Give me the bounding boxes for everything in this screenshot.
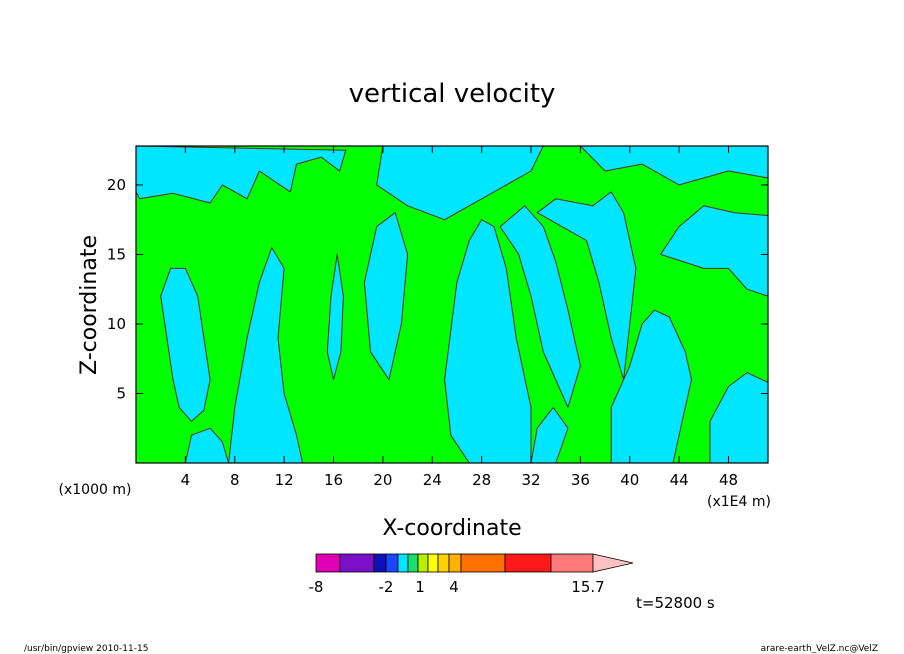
y-tick-label: 5 bbox=[116, 384, 126, 402]
y-axis-label: Z-coordinate bbox=[77, 235, 102, 375]
colorbar-arrow bbox=[592, 553, 634, 573]
y-axis-ticks: 5 10 15 20 bbox=[107, 176, 768, 402]
colorbar-swatch bbox=[504, 553, 552, 573]
x-axis-ticks: 4 8 12 16 20 24 28 32 36 40 44 48 bbox=[181, 146, 738, 489]
y-tick-label: 15 bbox=[107, 245, 126, 263]
contour-region-4 bbox=[228, 247, 304, 464]
footer-right-text: arare-earth_VelZ.nc@VelZ bbox=[761, 644, 878, 654]
contour-region-5 bbox=[326, 253, 344, 381]
contour-region-2 bbox=[160, 267, 211, 422]
x-tick-label: 8 bbox=[230, 471, 240, 489]
x-axis-label: X-coordinate bbox=[382, 516, 521, 541]
x-tick-label: 48 bbox=[719, 471, 738, 489]
x-tick-label: 20 bbox=[373, 471, 392, 489]
x-tick-label: 4 bbox=[181, 471, 191, 489]
colorbar-label: -8 bbox=[309, 578, 324, 596]
time-label: t=52800 s bbox=[636, 594, 715, 612]
x-unit-label: (x1E4 m) bbox=[707, 494, 771, 510]
colorbar-swatch bbox=[385, 553, 399, 573]
colorbar-swatch bbox=[417, 553, 429, 573]
x-tick-label: 32 bbox=[521, 471, 540, 489]
colorbar-swatch bbox=[339, 553, 375, 573]
contour-region-12 bbox=[610, 309, 692, 464]
x-tick-label: 36 bbox=[571, 471, 590, 489]
colorbar-label: 4 bbox=[449, 578, 459, 596]
y-unit-label: (x1000 m) bbox=[59, 482, 132, 498]
contour-region-1 bbox=[135, 145, 347, 204]
colorbar-label: 1 bbox=[415, 578, 425, 596]
colorbar-labels: -8 -2 1 4 15.7 bbox=[309, 578, 605, 596]
contour-region-7 bbox=[363, 212, 409, 381]
colorbar-swatch bbox=[550, 553, 594, 573]
x-tick-label: 40 bbox=[620, 471, 639, 489]
colorbar-swatch bbox=[460, 553, 506, 573]
x-tick-label: 12 bbox=[275, 471, 294, 489]
x-tick-label: 16 bbox=[324, 471, 343, 489]
chart-title: vertical velocity bbox=[349, 79, 556, 109]
y-tick-label: 20 bbox=[107, 176, 126, 194]
plot-frame bbox=[135, 145, 769, 464]
contour-region-8 bbox=[444, 219, 532, 464]
colorbar-swatch bbox=[407, 553, 419, 573]
y-tick-label: 10 bbox=[107, 315, 126, 333]
colorbar-swatch bbox=[315, 553, 341, 573]
x-tick-label: 28 bbox=[472, 471, 491, 489]
colorbar-swatch bbox=[397, 553, 409, 573]
colorbar-label: -2 bbox=[379, 578, 394, 596]
colorbar-swatch bbox=[448, 553, 462, 573]
colorbar-swatch bbox=[373, 553, 387, 573]
contour-regions bbox=[135, 145, 769, 464]
colorbar bbox=[315, 553, 634, 573]
colorbar-swatch bbox=[437, 553, 450, 573]
contour-region-9 bbox=[499, 205, 581, 408]
x-tick-label: 44 bbox=[670, 471, 689, 489]
footer-left-text: /usr/bin/gpview 2010-11-15 bbox=[24, 644, 148, 654]
colorbar-swatch bbox=[427, 553, 439, 573]
x-tick-label: 24 bbox=[423, 471, 442, 489]
colorbar-label: 15.7 bbox=[571, 578, 604, 596]
contour-region-11 bbox=[536, 191, 637, 381]
